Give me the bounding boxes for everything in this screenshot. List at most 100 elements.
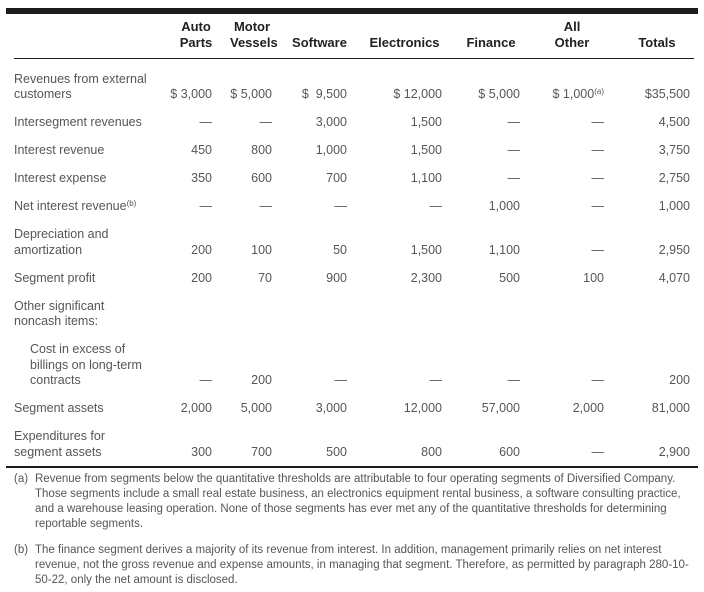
cell-value: 2,000 — [572, 401, 604, 415]
cell-value: 50 — [333, 242, 347, 257]
cell-value: 350 — [191, 171, 212, 185]
cell-value: $ 5,000 — [230, 87, 272, 101]
table-row: Revenues from external customers $ 3,000 $… — [14, 59, 694, 103]
table-body: Revenues from external customers $ 3,000 $… — [14, 59, 694, 461]
cell-value: 3,000 — [315, 401, 347, 415]
cell-value: — — [199, 373, 213, 387]
cell-value: 500 — [499, 270, 520, 285]
footnotes: (a) Revenue from segments below the quan… — [14, 472, 692, 588]
cell-value: 1,500 — [410, 115, 442, 129]
table-row: Segment profit 200 70 900 2,300 500 100 4,070 — [14, 258, 694, 286]
cell-value: $ 9,500 — [301, 87, 347, 101]
cell-value: — — [199, 115, 213, 129]
cell-value: 100 — [583, 270, 604, 285]
cell-value: — — [591, 171, 605, 185]
cell-value: 1,000 — [315, 143, 347, 157]
table-row: Interest expense 350 600 700 1,100 — — 2,750 — [14, 159, 694, 187]
cell-value: — — [334, 199, 348, 213]
cell-value: — — [591, 444, 605, 459]
column-header: Auto Parts — [164, 14, 216, 59]
superscript-note-ref: (b) — [126, 199, 137, 208]
cell-value: 200 — [191, 270, 212, 285]
cell-value: 800 — [421, 444, 442, 459]
cell-value: 1,100 — [410, 171, 442, 185]
row-label: Interest revenue — [14, 143, 105, 157]
cell-value: 900 — [326, 270, 347, 285]
cell-value: 600 — [251, 171, 272, 185]
column-header: Finance — [446, 14, 524, 59]
table-row: Expenditures for segment assets 300 700 500… — [14, 417, 694, 461]
cell-value: 200 — [191, 242, 212, 257]
cell-value: 2,000 — [180, 401, 212, 415]
row-label: Interest expense — [14, 171, 107, 185]
row-label: Segment assets — [14, 401, 104, 415]
cell-value: — — [507, 171, 521, 185]
row-label: Cost in excess of billings on long-term … — [30, 342, 142, 387]
cell-value — [351, 286, 446, 330]
cell-value — [164, 286, 216, 330]
cell-value: — — [591, 115, 605, 129]
cell-value: $ 3,000 — [170, 87, 212, 101]
column-header: Motor Vessels — [216, 14, 278, 59]
cell-value: 1,000 — [658, 199, 690, 213]
cell-value: — — [591, 373, 605, 387]
cell-value — [524, 286, 608, 330]
footnote-a-label: (a) — [14, 473, 29, 485]
segment-table: Auto Parts Motor Vessels Software Electroni… — [14, 14, 694, 460]
column-header: Electronics — [351, 14, 446, 59]
cell-value: 5,000 — [240, 401, 272, 415]
cell-value: 200 — [669, 373, 690, 387]
cell-value: $ 1,000(a) — [552, 87, 605, 101]
cell-value: — — [429, 373, 443, 387]
row-label: Depreciation and amortization — [14, 227, 109, 257]
row-label: Expenditures for segment assets — [14, 429, 106, 459]
cell-value: 4,500 — [658, 115, 690, 129]
cell-value: $ 12,000 — [393, 87, 442, 101]
cell-value: 1,500 — [410, 242, 442, 257]
cell-value: $ 5,000 — [478, 87, 520, 101]
cell-value: 300 — [191, 444, 212, 459]
cell-value: — — [334, 373, 348, 387]
table-bottom-rule — [6, 466, 698, 468]
cell-value: 100 — [251, 242, 272, 257]
cell-value: 700 — [251, 444, 272, 459]
table-row: Other significant noncash items: — [14, 286, 694, 330]
cell-value: 200 — [251, 373, 272, 387]
cell-value — [216, 286, 276, 330]
cell-value: — — [507, 373, 521, 387]
column-header: Software — [276, 14, 351, 59]
cell-value: — — [591, 242, 605, 257]
cell-value: 4,070 — [658, 270, 690, 285]
cell-value: 500 — [326, 444, 347, 459]
cell-value: 3,000 — [315, 115, 347, 129]
cell-value: 1,100 — [488, 242, 520, 257]
cell-value: — — [507, 115, 521, 129]
cell-value: — — [259, 199, 273, 213]
table-row: Depreciation and amortization 200 100 50 1,5… — [14, 215, 694, 259]
footnote-b: (b) The finance segment derives a majori… — [14, 543, 692, 588]
footnote-b-label: (b) — [14, 544, 29, 556]
row-label: Other significant noncash items: — [14, 298, 105, 329]
cell-value: 450 — [191, 143, 212, 157]
footnote-a: (a) Revenue from segments below the quan… — [14, 472, 692, 532]
cell-value: 1,500 — [410, 143, 442, 157]
cell-value: 57,000 — [481, 401, 520, 415]
footnote-b-text: The finance segment derives a majority o… — [35, 544, 689, 586]
cell-value: 800 — [251, 143, 272, 157]
row-label: Net interest revenue(b) — [14, 199, 137, 213]
table-row: Net interest revenue(b) — — — — 1,000 — 1,000 — [14, 187, 694, 215]
superscript-note-ref: (a) — [594, 87, 604, 96]
cell-value: 2,950 — [658, 242, 690, 257]
table-row: Interest revenue 450 800 1,000 1,500 — — 3,750 — [14, 131, 694, 159]
row-label-column-header — [14, 14, 164, 59]
cell-value — [276, 286, 351, 330]
cell-value: — — [429, 199, 443, 213]
footnote-a-text: Revenue from segments below the quantita… — [35, 473, 681, 530]
table-row: Segment assets 2,000 5,000 3,000 12,000 57,00… — [14, 389, 694, 417]
row-label: Revenues from external customers — [14, 71, 147, 102]
cell-value: — — [507, 143, 521, 157]
cell-value — [608, 286, 694, 330]
cell-value: 2,900 — [658, 444, 690, 459]
cell-value: — — [199, 199, 213, 213]
